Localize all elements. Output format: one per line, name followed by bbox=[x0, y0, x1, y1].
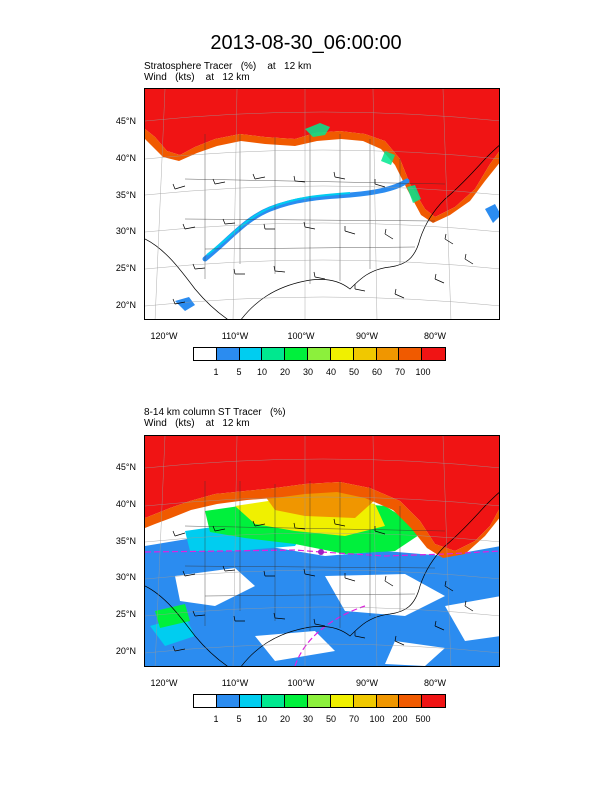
panel2-lat-tick: 25°N bbox=[115, 609, 136, 619]
colorbar-box bbox=[194, 348, 217, 360]
panel2-tracer-orange-band bbox=[145, 482, 499, 558]
panel1-map bbox=[144, 88, 500, 320]
colorbar-label: 5 bbox=[236, 714, 242, 724]
colorbar-box bbox=[262, 348, 286, 360]
colorbar-label: 1 bbox=[213, 367, 219, 377]
colorbar-label: 20 bbox=[279, 714, 290, 724]
colorbar-label: 50 bbox=[348, 367, 359, 377]
colorbar-label: 50 bbox=[325, 714, 336, 724]
colorbar-box bbox=[262, 695, 286, 707]
panel1-lat-tick: 35°N bbox=[115, 190, 136, 200]
panel1-map-svg bbox=[145, 89, 499, 319]
panel1-graticule bbox=[145, 89, 499, 319]
colorbar-box bbox=[239, 695, 263, 707]
colorbar-box bbox=[285, 348, 309, 360]
panel2-label-line1: 8-14 km column ST Tracer (%) bbox=[144, 407, 286, 418]
panel2-lon-tick: 100°W bbox=[287, 678, 315, 688]
panel1-lat-tick: 30°N bbox=[115, 226, 136, 236]
colorbar-label: 200 bbox=[392, 714, 408, 724]
panel2-lat-tick: 45°N bbox=[115, 462, 136, 472]
panel1-lat-tick: 40°N bbox=[115, 153, 136, 163]
panel1-lon-tick: 110°W bbox=[221, 331, 249, 341]
colorbar-label: 70 bbox=[394, 367, 405, 377]
colorbar-box bbox=[422, 348, 445, 360]
panel2-tracer-red-north bbox=[145, 436, 499, 551]
colorbar-label: 60 bbox=[371, 367, 382, 377]
colorbar-label: 1 bbox=[213, 714, 219, 724]
panel2-label-line2: Wind (kts) at 12 km bbox=[144, 418, 250, 429]
colorbar-box bbox=[308, 695, 331, 707]
colorbar-label: 20 bbox=[279, 367, 290, 377]
colorbar-label: 5 bbox=[236, 367, 242, 377]
panel2-wind-barbs bbox=[172, 518, 474, 652]
panel2-state-borders bbox=[184, 481, 446, 631]
colorbar-box bbox=[399, 348, 423, 360]
colorbar-label: 30 bbox=[302, 714, 313, 724]
colorbar-box bbox=[422, 695, 445, 707]
colorbar-label: 40 bbox=[325, 367, 336, 377]
panel2-magenta-marker bbox=[318, 549, 324, 555]
panel2-map-svg bbox=[145, 436, 499, 666]
panel2-lat-tick: 20°N bbox=[115, 646, 136, 656]
panel1-lat-tick: 20°N bbox=[115, 300, 136, 310]
colorbar-box bbox=[239, 348, 263, 360]
colorbar-label: 10 bbox=[256, 367, 267, 377]
panel1-tracer-green-fringe bbox=[305, 123, 421, 203]
colorbar-box bbox=[216, 695, 240, 707]
colorbar-box bbox=[399, 695, 423, 707]
colorbar-label: 30 bbox=[302, 367, 313, 377]
panel1-state-borders bbox=[184, 134, 446, 284]
panel2-lat-tick: 40°N bbox=[115, 499, 136, 509]
panel2-colorbar bbox=[193, 694, 446, 708]
panel1-lon-tick: 120°W bbox=[150, 331, 178, 341]
panel2-lon-tick: 90°W bbox=[355, 678, 379, 688]
panel2-magenta-contour bbox=[145, 549, 499, 666]
panel1-wind-barbs bbox=[172, 171, 474, 305]
colorbar-box bbox=[194, 695, 217, 707]
panel1-tracer-cyan-filament bbox=[206, 192, 351, 256]
colorbar-label: 500 bbox=[415, 714, 431, 724]
panel2-lon-tick: 120°W bbox=[150, 678, 178, 688]
panel2-graticule bbox=[145, 436, 499, 666]
panel2-map bbox=[144, 435, 500, 667]
colorbar-box bbox=[376, 348, 400, 360]
panel1-lon-tick: 90°W bbox=[355, 331, 379, 341]
panel1-lon-tick: 80°W bbox=[423, 331, 447, 341]
colorbar-box bbox=[330, 348, 354, 360]
figure-title: 2013-08-30_06:00:00 bbox=[210, 32, 402, 54]
colorbar-box bbox=[376, 695, 400, 707]
colorbar-box bbox=[353, 695, 377, 707]
colorbar-box bbox=[330, 695, 354, 707]
colorbar-label: 70 bbox=[348, 714, 359, 724]
panel2-lat-tick: 35°N bbox=[115, 536, 136, 546]
colorbar-box bbox=[285, 695, 309, 707]
panel1-lat-tick: 25°N bbox=[115, 263, 136, 273]
colorbar-label: 100 bbox=[415, 367, 431, 377]
panel1-tracer-red-north bbox=[145, 89, 499, 217]
colorbar-label: 100 bbox=[369, 714, 385, 724]
panel1-colorbar bbox=[193, 347, 446, 361]
colorbar-box bbox=[216, 348, 240, 360]
colorbar-box bbox=[353, 348, 377, 360]
colorbar-label: 10 bbox=[256, 714, 267, 724]
panel1-label-line1: Stratosphere Tracer (%) at 12 km bbox=[144, 61, 312, 72]
panel1-label-line2: Wind (kts) at 12 km bbox=[144, 72, 250, 83]
panel1-lat-tick: 45°N bbox=[115, 116, 136, 126]
panel1-lon-tick: 100°W bbox=[287, 331, 315, 341]
panel2-lon-tick: 110°W bbox=[221, 678, 249, 688]
panel2-lon-tick: 80°W bbox=[423, 678, 447, 688]
colorbar-box bbox=[308, 348, 331, 360]
panel2-lat-tick: 30°N bbox=[115, 572, 136, 582]
